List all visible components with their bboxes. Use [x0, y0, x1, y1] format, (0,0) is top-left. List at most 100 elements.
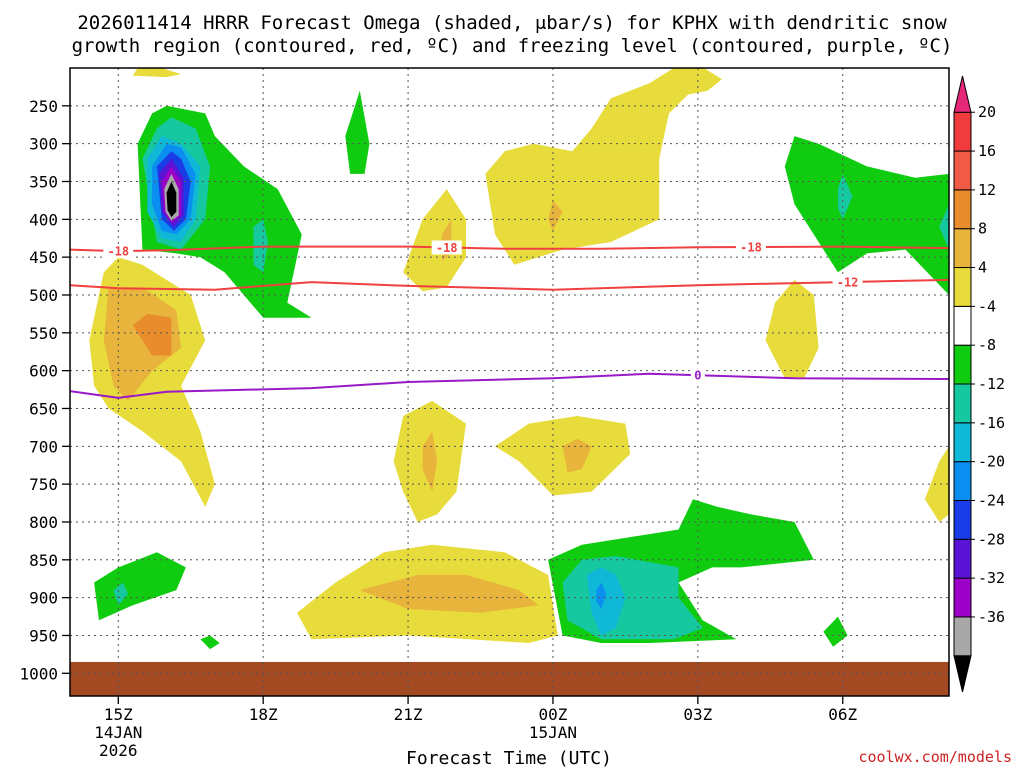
credit-link[interactable]: coolwx.com/models	[858, 748, 1012, 766]
x-tick-label-06Z: 06Z	[828, 705, 857, 724]
colorbar-label-12: 12	[978, 181, 996, 199]
omega-region-yellow-mid-upper	[403, 189, 466, 292]
colorbar-top-arrow	[953, 75, 972, 113]
contour-label-dgz-upper: -18	[740, 241, 762, 255]
contour-label-bg-dgz-upper	[431, 240, 462, 255]
omega-region-far-right-yellow	[924, 446, 949, 522]
omega-shading	[89, 68, 949, 650]
colorbar-bottom-arrow	[953, 655, 972, 693]
omega-region-right-teal-edge	[939, 204, 949, 250]
colorbar-swatch-8	[953, 344, 972, 385]
x-tick-label-18Z: 18Z	[249, 705, 278, 724]
ground-terrain	[70, 661, 949, 696]
omega-region-updraft-black	[166, 181, 177, 218]
colorbar-label--4: -4	[978, 297, 996, 315]
colorbar-swatch-2	[953, 577, 972, 618]
omega-region-tiny-green	[200, 635, 220, 650]
colorbar-label--36: -36	[978, 608, 1005, 626]
chart-title-line2: growth region (contoured, red, ºC) and f…	[72, 35, 953, 57]
colorbar-swatch-6	[953, 422, 972, 463]
y-tick-label-550: 550	[29, 324, 58, 343]
colorbar-swatch-11	[953, 228, 972, 269]
omega-region-upper-yellow	[132, 68, 182, 78]
colorbar-label--12: -12	[978, 375, 1005, 393]
x-tick-year-15Z: 2026	[99, 741, 138, 760]
contour-label-dgz-upper: -18	[107, 245, 129, 259]
omega-region-left-orange	[103, 287, 182, 401]
colorbar-label--16: -16	[978, 414, 1005, 432]
colorbar-swatch-9	[953, 305, 972, 346]
omega-region-right-small-green	[823, 616, 848, 647]
omega-region-bottom-orange	[359, 574, 539, 613]
colorbar: 20 16 12 8 4 -4 -8 -12 -16 -20 -24 -28 -32 -36	[953, 75, 1005, 693]
colorbar-swatch-7	[953, 383, 972, 424]
contour-label-dgz-lower: -12	[837, 276, 859, 290]
y-tick-label-900: 900	[29, 589, 58, 608]
contour-dgz-lower	[70, 278, 949, 291]
colorbar-label-16: 16	[978, 142, 996, 160]
omega-region-right-green	[784, 136, 949, 295]
x-tick-label-00Z: 00Z	[539, 705, 568, 724]
colorbar-label--28: -28	[978, 530, 1005, 548]
y-tick-label-1000: 1000	[19, 664, 58, 683]
y-tick-label-350: 350	[29, 172, 58, 191]
contour-labels: -18 -18 -18 -12 0	[103, 240, 863, 383]
colorbar-label--32: -32	[978, 569, 1005, 587]
colorbar-label-4: 4	[978, 259, 987, 277]
y-tick-label-750: 750	[29, 475, 58, 494]
omega-region-big-yellow-orange	[548, 200, 563, 231]
contour-freezing-level	[70, 372, 949, 399]
omega-region-mid-green-streak	[345, 90, 370, 174]
x-axis-label: Forecast Time (UTC)	[406, 748, 612, 768]
y-tick-label-300: 300	[29, 135, 58, 154]
omega-region-left-bottom-teal	[113, 582, 128, 606]
x-tick-label-15Z: 15Z	[104, 705, 133, 724]
y-tick-label-800: 800	[29, 513, 58, 532]
y-tick-label-950: 950	[29, 626, 58, 645]
colorbar-label--20: -20	[978, 453, 1005, 471]
omega-region-low-mid-orange	[422, 431, 438, 492]
y-tick-label-400: 400	[29, 210, 58, 229]
omega-region-left-bottom-green	[94, 552, 186, 621]
contour-label-dgz-upper: -18	[436, 241, 458, 255]
omega-region-bottom-blue	[596, 582, 607, 609]
y-tick-label-850: 850	[29, 551, 58, 570]
colorbar-swatch-12	[953, 189, 972, 230]
x-tick-label-03Z: 03Z	[683, 705, 712, 724]
colorbar-swatch-3	[953, 538, 972, 579]
contours	[70, 245, 949, 399]
contour-label-bg-dgz-lower	[832, 275, 863, 290]
omega-region-right-yellow-blob	[765, 279, 819, 379]
colorbar-swatch-10	[953, 267, 972, 307]
omega-region-left-orange2	[132, 313, 172, 356]
y-tick-label-500: 500	[29, 286, 58, 305]
colorbar-swatch-4	[953, 499, 972, 540]
contour-label-bg-freezing-level	[690, 368, 705, 383]
x-tick-date-15Z: 14JAN	[94, 723, 142, 742]
omega-region-right-green-teal	[837, 173, 853, 220]
x-tick-date-00Z: 15JAN	[529, 723, 577, 742]
colorbar-label-8: 8	[978, 220, 987, 238]
colorbar-label--8: -8	[978, 336, 996, 354]
y-tick-label-650: 650	[29, 399, 58, 418]
y-tick-label-250: 250	[29, 97, 58, 116]
colorbar-label-20: 20	[978, 103, 996, 121]
omega-region-low-center-yellow	[495, 416, 631, 496]
y-axis: 250 300 350 400 450 500 550 600 650 700 750 800 850 9…	[19, 97, 70, 683]
contour-label-freezing-level: 0	[694, 369, 701, 383]
chart-title-line1: 2026011414 HRRR Forecast Omega (shaded, …	[77, 12, 947, 34]
colorbar-swatch-14	[953, 111, 972, 152]
contour-label-bg-dgz-upper	[735, 240, 766, 255]
y-tick-label-700: 700	[29, 437, 58, 456]
x-tick-label-21Z: 21Z	[394, 705, 423, 724]
contour-label-bg-dgz-upper	[103, 244, 134, 259]
omega-region-low-center-orange	[562, 438, 592, 473]
omega-region-bottom-cyan	[586, 567, 626, 636]
y-tick-label-600: 600	[29, 362, 58, 381]
colorbar-label--24: -24	[978, 491, 1005, 509]
y-tick-label-450: 450	[29, 248, 58, 267]
colorbar-swatch-13	[953, 150, 972, 191]
colorbar-swatch-1	[953, 616, 972, 657]
